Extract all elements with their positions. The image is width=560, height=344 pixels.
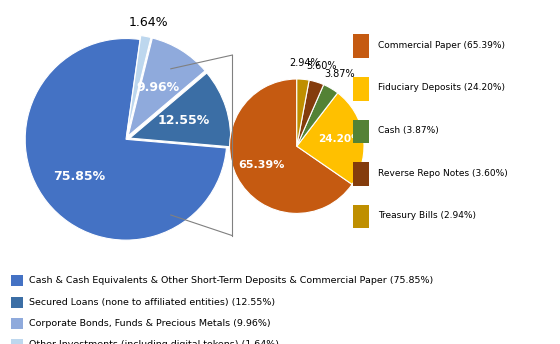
Wedge shape <box>127 35 151 135</box>
Wedge shape <box>297 85 338 146</box>
Text: 1.64%: 1.64% <box>129 16 169 29</box>
Bar <box>353 162 370 186</box>
Bar <box>353 34 370 58</box>
Bar <box>353 120 370 143</box>
Bar <box>11 297 24 308</box>
Text: Cash & Cash Equivalents & Other Short-Term Deposits & Commercial Paper (75.85%): Cash & Cash Equivalents & Other Short-Te… <box>29 276 433 285</box>
Text: 3.87%: 3.87% <box>324 69 354 79</box>
Text: 12.55%: 12.55% <box>157 115 210 128</box>
Wedge shape <box>297 79 309 146</box>
Text: 75.85%: 75.85% <box>53 171 105 183</box>
Text: 3.60%: 3.60% <box>306 61 337 71</box>
Text: 65.39%: 65.39% <box>238 160 284 170</box>
Text: 24.20%: 24.20% <box>318 135 362 144</box>
Wedge shape <box>297 80 324 146</box>
Bar <box>353 77 370 100</box>
Text: Cash (3.87%): Cash (3.87%) <box>377 126 438 135</box>
Wedge shape <box>128 38 205 136</box>
Wedge shape <box>25 39 226 240</box>
Text: Corporate Bonds, Funds & Precious Metals (9.96%): Corporate Bonds, Funds & Precious Metals… <box>29 319 270 328</box>
Bar <box>11 275 24 286</box>
Bar <box>353 205 370 228</box>
Text: 9.96%: 9.96% <box>136 82 179 95</box>
Text: Treasury Bills (2.94%): Treasury Bills (2.94%) <box>377 211 475 220</box>
Wedge shape <box>230 79 352 213</box>
Bar <box>11 318 24 329</box>
Text: 2.94%: 2.94% <box>289 57 320 67</box>
Text: Commercial Paper (65.39%): Commercial Paper (65.39%) <box>377 41 505 50</box>
Text: Secured Loans (none to affiliated entities) (12.55%): Secured Loans (none to affiliated entiti… <box>29 298 275 307</box>
Wedge shape <box>130 73 231 147</box>
Text: Reverse Repo Notes (3.60%): Reverse Repo Notes (3.60%) <box>377 169 507 178</box>
Text: Other Investments (including digital tokens) (1.64%): Other Investments (including digital tok… <box>29 340 279 344</box>
Bar <box>11 339 24 344</box>
Wedge shape <box>297 93 364 184</box>
Text: Fiduciary Deposits (24.20%): Fiduciary Deposits (24.20%) <box>377 83 505 92</box>
